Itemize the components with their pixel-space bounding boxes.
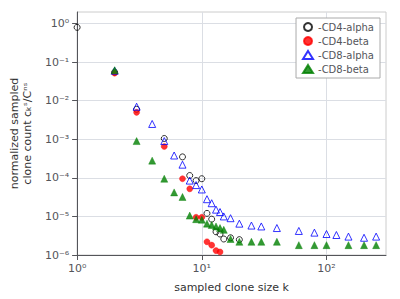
svg-text:10⁻⁴: 10⁻⁴ xyxy=(45,171,70,184)
svg-text:-CD8-beta: -CD8-beta xyxy=(318,64,369,75)
svg-text:10⁻³: 10⁻³ xyxy=(45,133,69,146)
svg-text:10⁻²: 10⁻² xyxy=(45,94,69,107)
svg-text:10²: 10² xyxy=(317,262,335,275)
svg-text:-CD8-alpha: -CD8-alpha xyxy=(318,50,374,61)
svg-text:10⁰: 10⁰ xyxy=(68,262,87,275)
svg-text:10⁰: 10⁰ xyxy=(51,17,70,30)
svg-text:10⁻⁶: 10⁻⁶ xyxy=(45,249,70,262)
svg-text:10⁻⁵: 10⁻⁵ xyxy=(45,210,69,223)
svg-text:10⁻¹: 10⁻¹ xyxy=(45,56,69,69)
svg-text:clone count cₖˢ/Cⁿˢ: clone count cₖˢ/Cⁿˢ xyxy=(21,82,34,184)
svg-text:10¹: 10¹ xyxy=(193,262,211,275)
svg-text:normalized sampled: normalized sampled xyxy=(8,78,21,190)
svg-text:-CD4-beta: -CD4-beta xyxy=(318,36,369,47)
svg-text:sampled clone size k: sampled clone size k xyxy=(174,281,289,294)
svg-text:-CD4-alpha: -CD4-alpha xyxy=(318,22,374,33)
